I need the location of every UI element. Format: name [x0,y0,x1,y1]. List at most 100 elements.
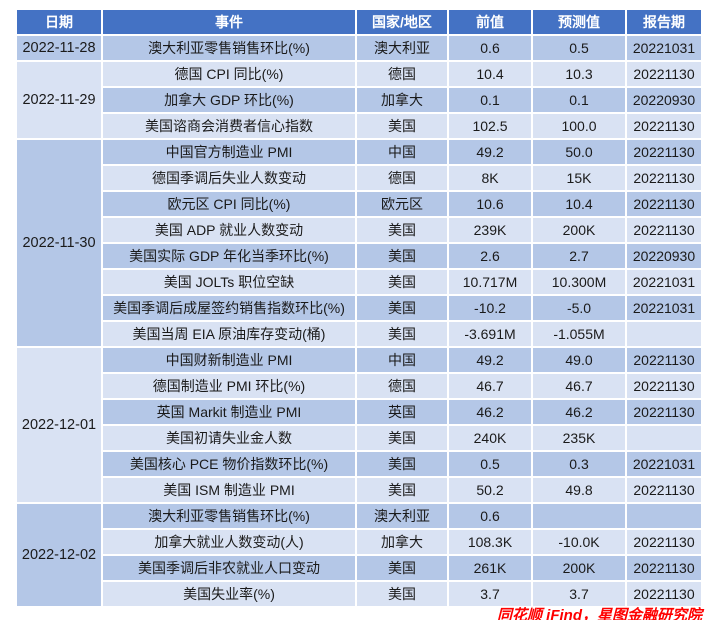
forecast-value-cell: 15K [533,166,625,190]
country-cell: 美国 [357,322,447,346]
event-cell: 美国谘商会消费者信心指数 [103,114,355,138]
forecast-value-cell: 46.2 [533,400,625,424]
forecast-value-cell: 100.0 [533,114,625,138]
previous-value-cell: 49.2 [449,348,531,372]
previous-value-cell: 8K [449,166,531,190]
table-row: 美国季调后成屋签约销售指数环比(%) 美国 -10.2 -5.0 20221031 [17,296,701,320]
forecast-value-cell: 46.7 [533,374,625,398]
country-cell: 澳大利亚 [357,36,447,60]
forecast-value-cell: -5.0 [533,296,625,320]
table-row: 欧元区 CPI 同比(%) 欧元区 10.6 10.4 20221130 [17,192,701,216]
table-row: 德国季调后失业人数变动 德国 8K 15K 20221130 [17,166,701,190]
previous-value-cell: 0.6 [449,36,531,60]
report-period-cell [627,322,701,346]
event-cell: 美国 ADP 就业人数变动 [103,218,355,242]
country-cell: 美国 [357,582,447,606]
event-cell: 美国初请失业金人数 [103,426,355,450]
table-row: 英国 Markit 制造业 PMI 英国 46.2 46.2 20221130 [17,400,701,424]
table-body: 2022-11-28 澳大利亚零售销售环比(%) 澳大利亚 0.6 0.5 2022103… [17,36,701,606]
previous-value-cell: 10.4 [449,62,531,86]
event-cell: 中国官方制造业 PMI [103,140,355,164]
col-header-forecast: 预测值 [533,10,625,34]
table-row: 2022-12-01 中国财新制造业 PMI 中国 49.2 49.0 20221130 [17,348,701,502]
forecast-value-cell: 0.3 [533,452,625,476]
country-cell: 美国 [357,556,447,580]
country-cell: 德国 [357,166,447,190]
report-period-cell: 20221130 [627,114,701,138]
event-cell: 中国财新制造业 PMI [103,348,355,372]
col-header-date: 日期 [17,10,101,34]
report-period-cell [627,426,701,450]
table-row: 2022-11-30 中国官方制造业 PMI 中国 49.2 50.0 20221130 [17,140,701,346]
event-cell: 欧元区 CPI 同比(%) [103,192,355,216]
forecast-value-cell: 10.4 [533,192,625,216]
country-cell: 美国 [357,244,447,268]
forecast-value-cell: 49.8 [533,478,625,502]
forecast-value-cell: 3.7 [533,582,625,606]
event-cell: 美国失业率(%) [103,582,355,606]
table-row: 2022-11-28 澳大利亚零售销售环比(%) 澳大利亚 0.6 0.5 2022103… [17,36,701,60]
report-period-cell: 20221130 [627,218,701,242]
previous-value-cell: 3.7 [449,582,531,606]
event-cell: 德国 CPI 同比(%) [103,62,355,86]
report-period-cell: 20221130 [627,192,701,216]
country-cell: 英国 [357,400,447,424]
col-header-event: 事件 [103,10,355,34]
event-cell: 加拿大 GDP 环比(%) [103,88,355,112]
forecast-value-cell: 0.1 [533,88,625,112]
report-period-cell: 20221130 [627,374,701,398]
previous-value-cell: 2.6 [449,244,531,268]
report-period-cell: 20221130 [627,166,701,190]
country-cell: 德国 [357,374,447,398]
forecast-value-cell: 200K [533,218,625,242]
table-row: 2022-12-02 澳大利亚零售销售环比(%) 澳大利亚 0.6 [17,504,701,606]
previous-value-cell: 239K [449,218,531,242]
forecast-value-cell: 2.7 [533,244,625,268]
report-period-cell: 20221031 [627,296,701,320]
country-cell: 美国 [357,114,447,138]
previous-value-cell: 46.2 [449,400,531,424]
country-cell: 美国 [357,296,447,320]
country-cell: 美国 [357,426,447,450]
report-period-cell: 20221031 [627,270,701,294]
table-row: 美国 ISM 制造业 PMI 美国 50.2 49.8 20221130 [17,478,701,502]
report-period-cell: 20221130 [627,400,701,424]
event-cell: 加拿大就业人数变动(人) [103,530,355,554]
previous-value-cell: 0.1 [449,88,531,112]
previous-value-cell: 0.6 [449,504,531,528]
table-row: 美国核心 PCE 物价指数环比(%) 美国 0.5 0.3 20221031 [17,452,701,476]
event-cell: 美国实际 GDP 年化当季环比(%) [103,244,355,268]
report-period-cell: 20221130 [627,556,701,580]
event-cell: 澳大利亚零售销售环比(%) [103,36,355,60]
event-cell: 德国制造业 PMI 环比(%) [103,374,355,398]
previous-value-cell: 240K [449,426,531,450]
forecast-value-cell: -1.055M [533,322,625,346]
previous-value-cell: 10.717M [449,270,531,294]
table-row: 2022-11-29 德国 CPI 同比(%) 德国 10.4 10.3 20221130 [17,62,701,138]
report-period-cell: 20221130 [627,478,701,502]
report-period-cell: 20221031 [627,452,701,476]
date-cell: 2022-11-29 [17,62,101,138]
report-period-cell: 20220930 [627,244,701,268]
table-row: 美国当周 EIA 原油库存变动(桶) 美国 -3.691M -1.055M [17,322,701,346]
table-row: 美国 JOLTs 职位空缺 美国 10.717M 10.300M 20221031 [17,270,701,294]
previous-value-cell: 108.3K [449,530,531,554]
forecast-value-cell: 10.3 [533,62,625,86]
date-cell: 2022-12-02 [17,504,101,606]
previous-value-cell: 49.2 [449,140,531,164]
col-header-period: 报告期 [627,10,701,34]
event-cell: 美国 JOLTs 职位空缺 [103,270,355,294]
country-cell: 美国 [357,218,447,242]
previous-value-cell: 46.7 [449,374,531,398]
report-period-cell: 20221130 [627,62,701,86]
forecast-value-cell: 50.0 [533,140,625,164]
table-row: 美国初请失业金人数 美国 240K 235K [17,426,701,450]
table-row: 美国季调后非农就业人口变动 美国 261K 200K 20221130 [17,556,701,580]
report-period-cell: 20221130 [627,530,701,554]
report-period-cell: 20221031 [627,36,701,60]
report-period-cell: 20221130 [627,582,701,606]
table-row: 美国实际 GDP 年化当季环比(%) 美国 2.6 2.7 20220930 [17,244,701,268]
date-cell: 2022-12-01 [17,348,101,502]
country-cell: 德国 [357,62,447,86]
previous-value-cell: 261K [449,556,531,580]
